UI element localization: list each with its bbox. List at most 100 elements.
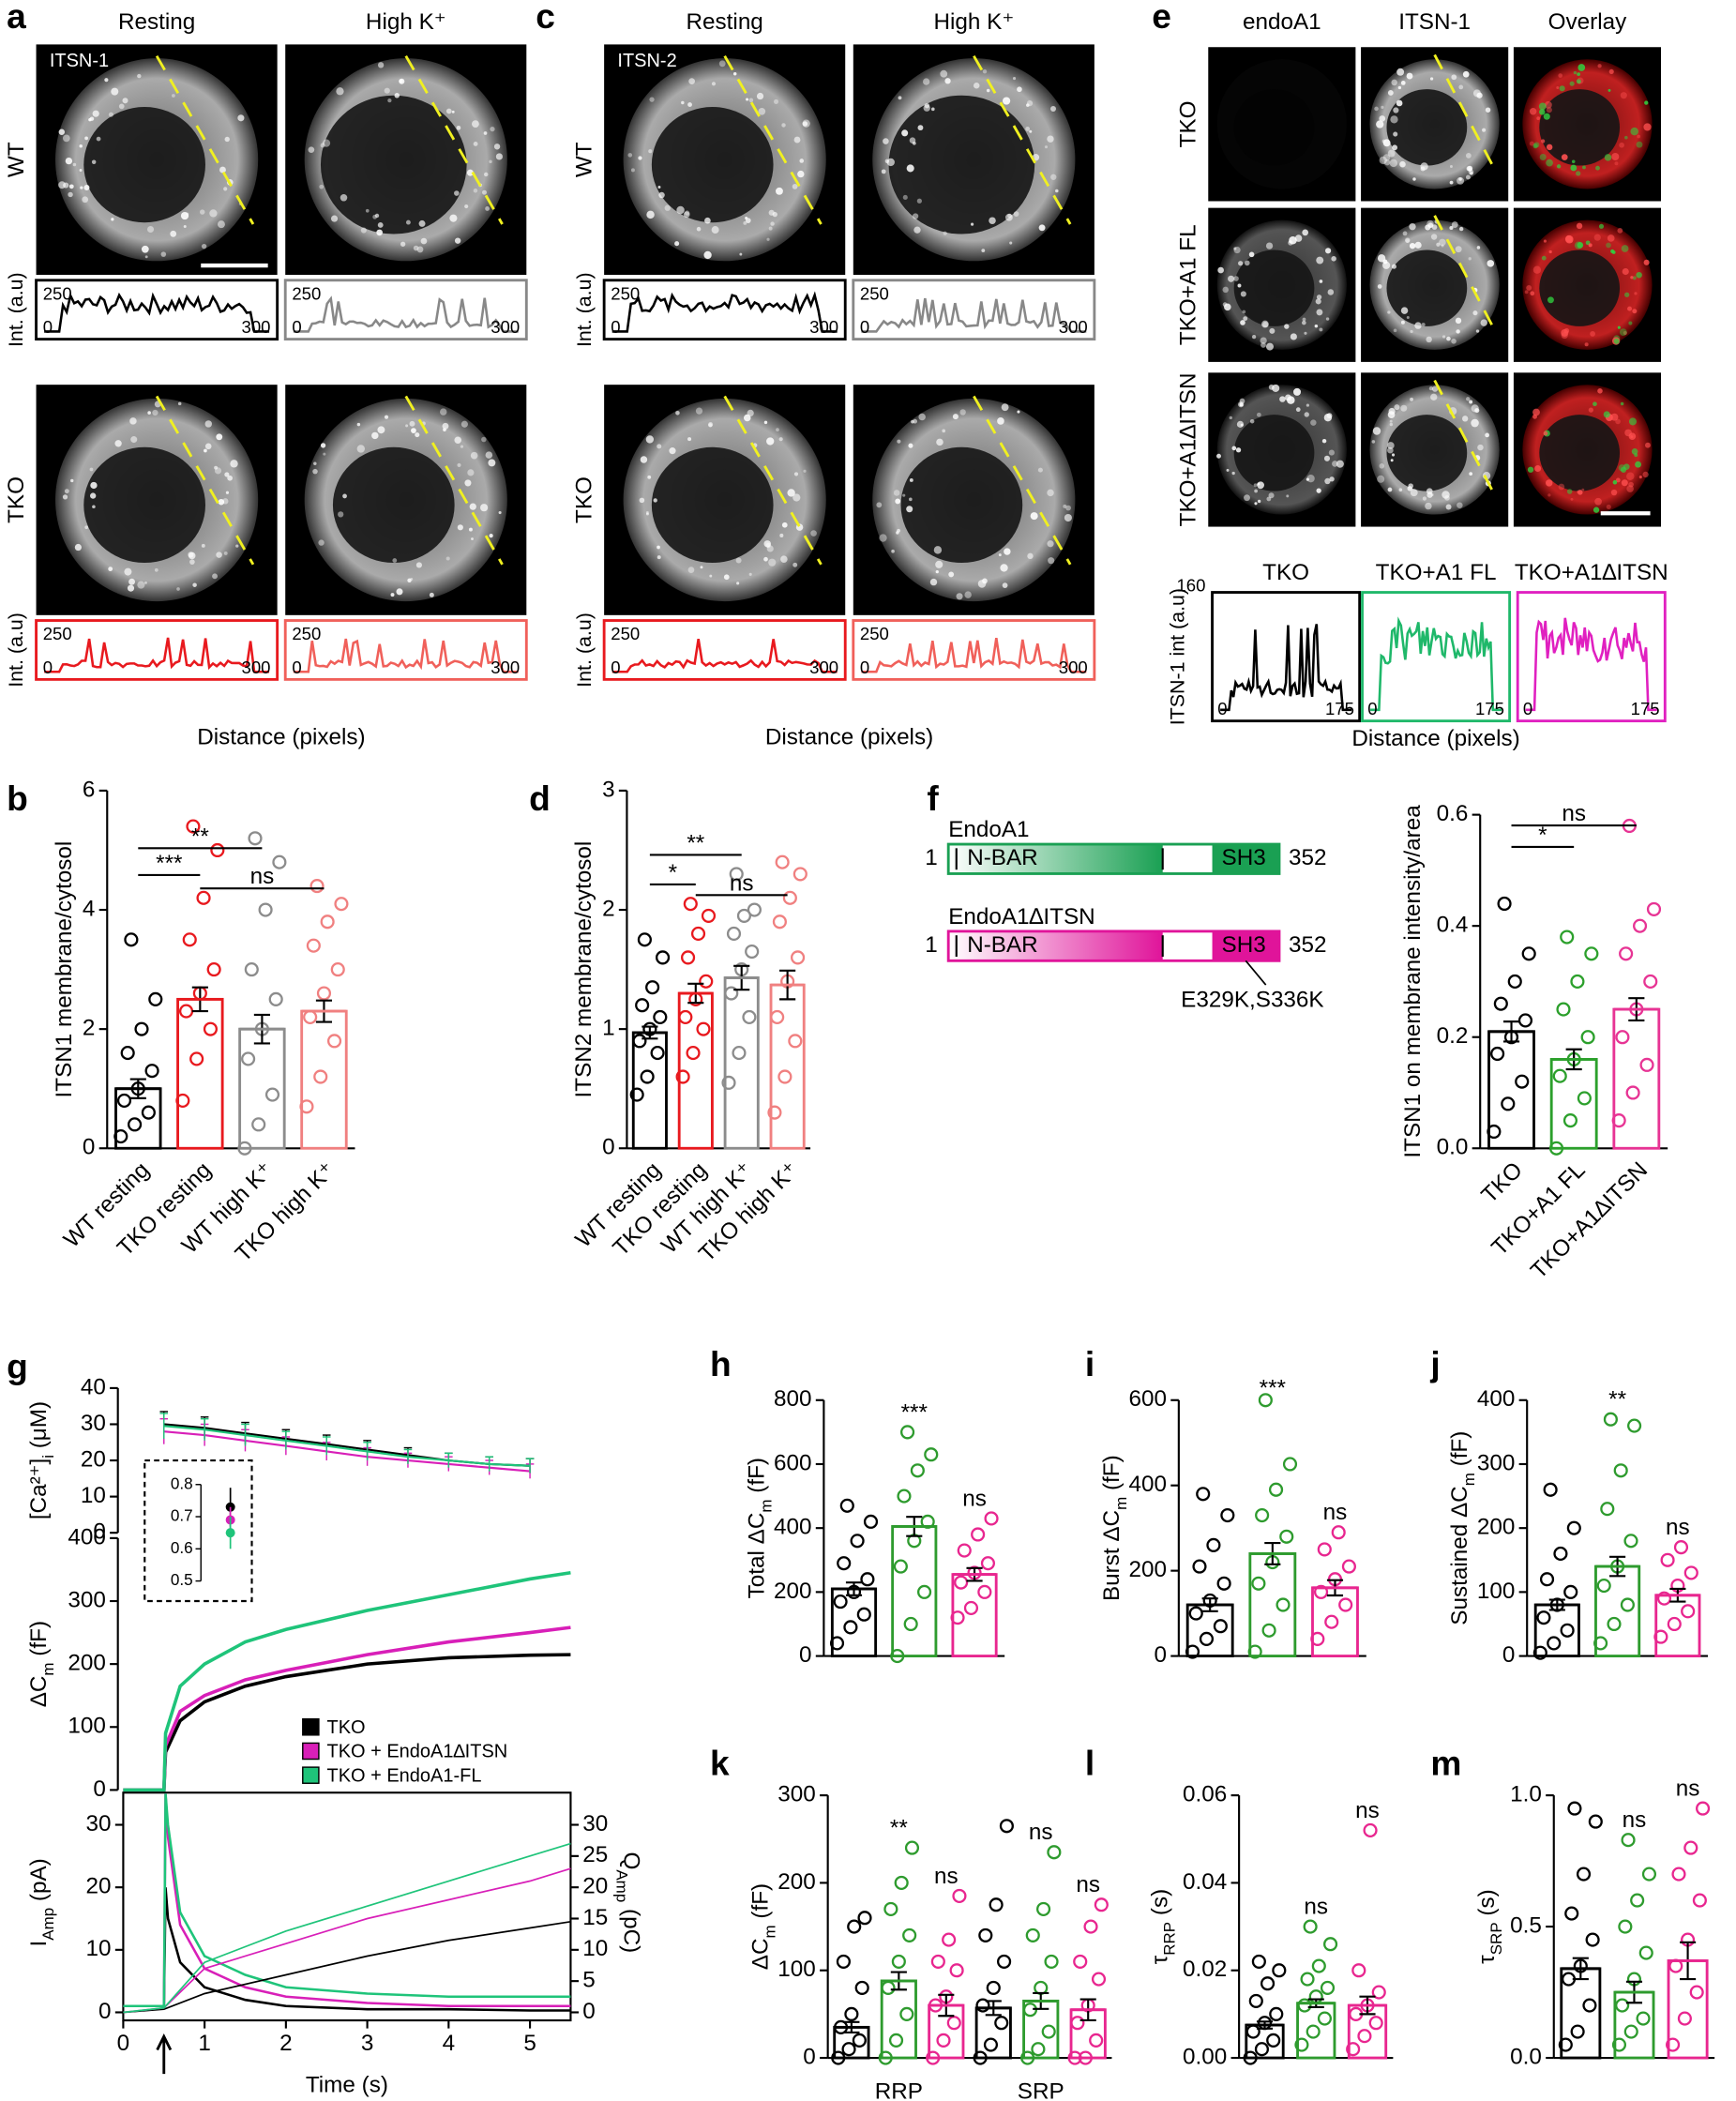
speck xyxy=(454,190,460,196)
construct-box xyxy=(946,842,1281,875)
data-point xyxy=(793,867,808,882)
x-tick-label: 0 xyxy=(117,2031,130,2056)
speck xyxy=(766,545,774,552)
data-point xyxy=(113,1128,128,1144)
data-point xyxy=(1368,2016,1383,2031)
speck xyxy=(1306,475,1315,483)
label-part: ΔC xyxy=(748,1939,774,1971)
data-point xyxy=(1216,1576,1231,1591)
speck xyxy=(356,445,365,453)
speck xyxy=(1414,241,1422,249)
data-point xyxy=(237,1141,252,1156)
speck xyxy=(144,581,147,584)
speck xyxy=(72,162,77,167)
group-label: SRP xyxy=(1018,2079,1064,2101)
data-point xyxy=(120,1046,135,1061)
speck xyxy=(1445,504,1452,510)
speck xyxy=(780,555,788,563)
speck xyxy=(1576,222,1583,230)
speck xyxy=(201,543,205,548)
speck xyxy=(747,409,754,417)
data-point xyxy=(1341,1559,1356,1574)
significance: ns xyxy=(1029,1820,1053,1845)
speck xyxy=(1455,317,1462,325)
speck xyxy=(1222,286,1229,294)
data-point xyxy=(690,926,706,942)
nucleus xyxy=(1233,89,1315,166)
speck xyxy=(1265,342,1274,351)
speck xyxy=(745,218,751,223)
data-point xyxy=(1689,1985,1704,2000)
data-point xyxy=(949,1963,964,1978)
y-tick-label: 400 xyxy=(774,1515,812,1540)
speck xyxy=(912,213,919,219)
speck xyxy=(1027,552,1034,560)
panel-label: h xyxy=(710,1344,732,1383)
data-point xyxy=(1497,896,1512,912)
speck xyxy=(490,127,495,132)
speck xyxy=(1233,276,1239,281)
label-part: [Ca²⁺] xyxy=(26,1459,52,1519)
data-point xyxy=(1507,974,1522,990)
data-point xyxy=(1363,1822,1378,1837)
speck xyxy=(1377,254,1386,263)
speck xyxy=(1302,229,1309,236)
profile-line xyxy=(1433,53,1495,169)
profile-tick: 250 xyxy=(43,283,72,303)
speck xyxy=(1286,494,1290,498)
speck xyxy=(772,211,777,218)
speck xyxy=(793,136,801,144)
speck xyxy=(695,407,703,415)
speck xyxy=(1617,227,1623,234)
speck xyxy=(909,478,913,482)
label-part: Sustained ΔC xyxy=(1448,1486,1473,1625)
significance: ns xyxy=(1623,1807,1647,1833)
speck xyxy=(1527,466,1534,473)
speck xyxy=(1573,70,1577,75)
legend-swatch xyxy=(302,1766,320,1784)
profile-box xyxy=(852,619,1096,681)
data-point xyxy=(1570,974,1585,990)
data-point xyxy=(975,1998,990,2013)
series-line xyxy=(123,1570,571,1792)
speck xyxy=(1466,397,1471,401)
speck xyxy=(1390,115,1398,124)
speck xyxy=(387,98,392,103)
speck xyxy=(1624,292,1630,297)
data-point xyxy=(1553,1546,1568,1562)
data-point xyxy=(977,1584,992,1599)
speck xyxy=(320,143,325,148)
nbar-domain xyxy=(948,930,1163,961)
data-point xyxy=(326,1034,342,1049)
speck xyxy=(1260,337,1267,344)
data-point xyxy=(1220,1507,1235,1523)
speck xyxy=(1319,327,1323,332)
data-point xyxy=(1618,1919,1633,1934)
speck xyxy=(429,592,434,597)
speck xyxy=(638,156,642,160)
speck xyxy=(1610,249,1615,253)
data-point xyxy=(952,1888,967,1903)
speck xyxy=(1536,116,1541,121)
speck xyxy=(1426,336,1432,343)
y-tick-label: 6 xyxy=(83,777,95,802)
data-point xyxy=(203,1021,219,1036)
speck xyxy=(1399,160,1406,168)
speck xyxy=(1325,248,1332,254)
speck xyxy=(390,593,395,597)
speck xyxy=(498,510,502,515)
speck xyxy=(1393,131,1398,137)
speck xyxy=(1410,397,1413,401)
y-tick-label: 0.02 xyxy=(1183,1957,1227,1982)
data-point xyxy=(1268,1482,1284,1497)
speck xyxy=(1619,142,1624,148)
speck xyxy=(1569,81,1575,86)
speck xyxy=(700,566,703,569)
speck xyxy=(883,138,889,144)
nucleus xyxy=(332,446,455,564)
speck xyxy=(1372,427,1381,435)
speck xyxy=(79,144,83,148)
speck xyxy=(1302,317,1306,322)
y-axis-label: ITSN1 membrane/cytosol xyxy=(52,841,77,1098)
profile-tick: 300 xyxy=(809,658,838,677)
